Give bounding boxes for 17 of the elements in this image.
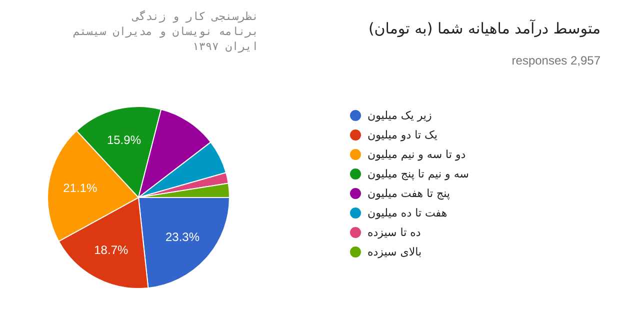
legend-label: سه و نیم تا پنج میلیون	[368, 168, 469, 180]
text: responses 2,957	[512, 54, 601, 68]
text: ایران ۱۳۹۷	[192, 40, 259, 53]
legend-label: دو تا سه و نیم میلیون	[368, 148, 466, 161]
legend-label: بالای سیزده	[368, 246, 422, 258]
legend-label: پنج تا هفت میلیون	[368, 187, 450, 200]
text: برنامه نویسان و مدیران سیستم	[73, 25, 259, 38]
legend-label: ده تا سیزده	[368, 226, 421, 239]
data-label: 15.9%	[106, 133, 142, 148]
legend-label: زیر یک میلیون	[368, 109, 432, 122]
chart-title: متوسط درآمد ماهیانه شما (به تومان)	[368, 18, 600, 38]
data-label: 18.7%	[94, 242, 128, 257]
text: نظرسنجی کار و زندگی	[132, 10, 259, 23]
data-label: 23.3%	[165, 230, 200, 244]
legend-label: هفت تا ده میلیون	[368, 206, 448, 220]
legend-label: یک تا دو میلیون	[368, 128, 438, 142]
data-label: 21.1%	[63, 181, 98, 196]
